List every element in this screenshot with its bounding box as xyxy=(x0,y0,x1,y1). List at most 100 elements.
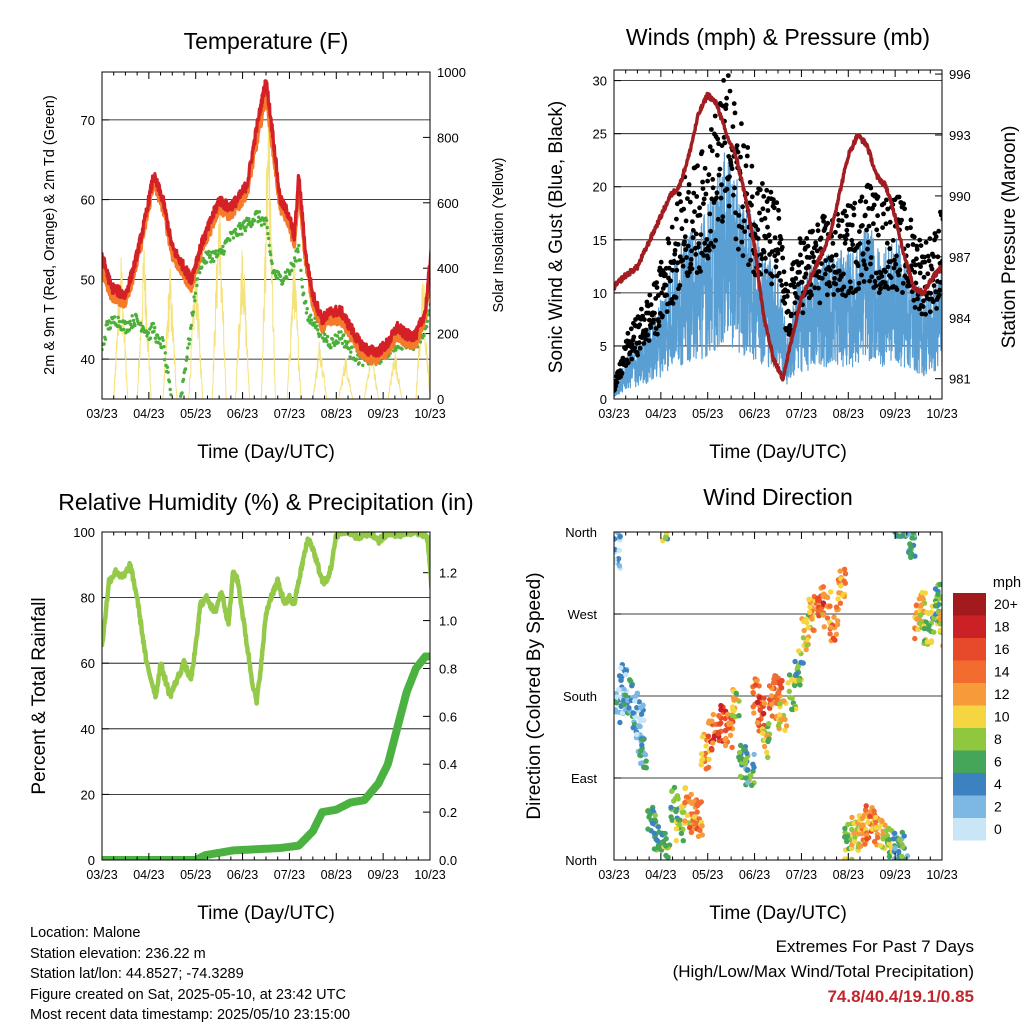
dewpoint-point xyxy=(180,391,184,395)
direction-point xyxy=(718,707,724,713)
gust-point xyxy=(698,268,703,274)
gust-point xyxy=(822,214,827,220)
direction-point xyxy=(742,761,749,767)
gust-point xyxy=(720,218,725,224)
direction-point xyxy=(836,590,842,596)
dewpoint-point xyxy=(348,355,352,359)
direction-point xyxy=(919,589,925,596)
gust-point xyxy=(780,255,786,261)
direction-point xyxy=(737,773,744,780)
gust-point xyxy=(659,290,665,296)
gust-point xyxy=(827,283,833,289)
direction-point xyxy=(801,627,807,634)
gust-point xyxy=(747,179,753,185)
direction-point xyxy=(705,733,712,739)
direction-point xyxy=(803,646,809,653)
direction-point xyxy=(908,544,914,550)
gust-point xyxy=(930,299,936,305)
temperature-xtick-label: 06/23 xyxy=(227,407,258,421)
direction-point xyxy=(614,536,618,542)
gust-point xyxy=(669,224,675,230)
dewpoint-point xyxy=(425,319,430,324)
direction-point xyxy=(917,612,924,618)
gust-point xyxy=(937,287,942,293)
gust-point xyxy=(709,148,715,154)
direction-point xyxy=(638,760,644,767)
direction-point xyxy=(820,612,827,618)
dewpoint-point xyxy=(323,332,327,337)
direction-title: Wind Direction xyxy=(703,484,853,510)
gust-point xyxy=(666,240,672,246)
direction-point xyxy=(695,800,702,806)
gust-point xyxy=(760,181,765,186)
direction-point xyxy=(673,808,679,815)
gust-point xyxy=(891,265,897,271)
gust-point xyxy=(674,216,679,222)
gust-point xyxy=(761,194,767,199)
dewpoint-point xyxy=(266,236,271,241)
gust-point xyxy=(952,216,957,221)
gust-point xyxy=(885,206,891,212)
dewpoint-point xyxy=(268,250,272,254)
gust-point xyxy=(901,201,907,207)
gust-point xyxy=(868,185,874,191)
gust-point xyxy=(947,223,952,228)
gust-point xyxy=(908,217,914,223)
direction-point xyxy=(785,680,791,686)
gust-point xyxy=(614,383,619,389)
direction-point xyxy=(774,696,780,703)
gust-point xyxy=(700,186,706,192)
direction-point xyxy=(867,813,873,819)
direction-point xyxy=(796,648,802,654)
direction-point xyxy=(833,631,840,637)
direction-point xyxy=(761,710,767,717)
direction-point xyxy=(921,625,928,632)
legend-label: 0 xyxy=(994,821,1002,837)
direction-point xyxy=(913,602,920,608)
gust-point xyxy=(716,172,722,178)
direction-point xyxy=(711,733,718,739)
gust-point xyxy=(734,143,740,149)
gust-point xyxy=(781,269,787,275)
direction-point xyxy=(837,600,844,606)
dewpoint-point xyxy=(133,323,137,328)
dewpoint-point xyxy=(116,315,120,320)
direction-ylabel-left: Direction (Colored By Speed) xyxy=(524,572,545,819)
direction-point xyxy=(638,748,644,754)
direction-point xyxy=(639,742,645,748)
direction-point xyxy=(824,594,831,601)
winds-xtick-label: 09/23 xyxy=(880,407,911,421)
extremes-values: 74.8/40.4/19.1/0.85 xyxy=(827,987,974,1006)
direction-point xyxy=(849,826,855,833)
humidity-xtick-label: 07/23 xyxy=(274,868,305,882)
gust-point xyxy=(917,270,923,276)
gust-point xyxy=(663,282,669,288)
direction-point xyxy=(722,727,729,734)
direction-ytick-label: North xyxy=(565,525,597,540)
dewpoint-point xyxy=(161,338,165,342)
gust-point xyxy=(731,101,737,106)
direction-point xyxy=(842,825,848,832)
dewpoint-point xyxy=(188,337,192,342)
dewpoint-point xyxy=(387,354,391,358)
direction-point xyxy=(800,635,807,641)
gust-point xyxy=(645,332,651,338)
gust-point xyxy=(825,292,830,298)
gust-point xyxy=(816,285,821,291)
dewpoint-point xyxy=(103,337,108,341)
gust-point xyxy=(755,227,761,233)
direction-point xyxy=(841,566,848,572)
gust-point xyxy=(836,223,841,229)
gust-point xyxy=(799,279,805,285)
dewpoint-point xyxy=(302,291,306,295)
direction-point xyxy=(833,604,840,610)
dewpoint-point xyxy=(214,249,218,253)
dewpoint-point xyxy=(173,419,176,422)
gust-point xyxy=(635,352,640,358)
gust-point xyxy=(883,269,888,275)
direction-point xyxy=(694,809,700,815)
dewpoint-point xyxy=(325,334,330,339)
winds-ytick-label: 10 xyxy=(593,286,607,301)
direction-point xyxy=(653,836,659,843)
winds-ytick-label: 15 xyxy=(593,233,607,248)
